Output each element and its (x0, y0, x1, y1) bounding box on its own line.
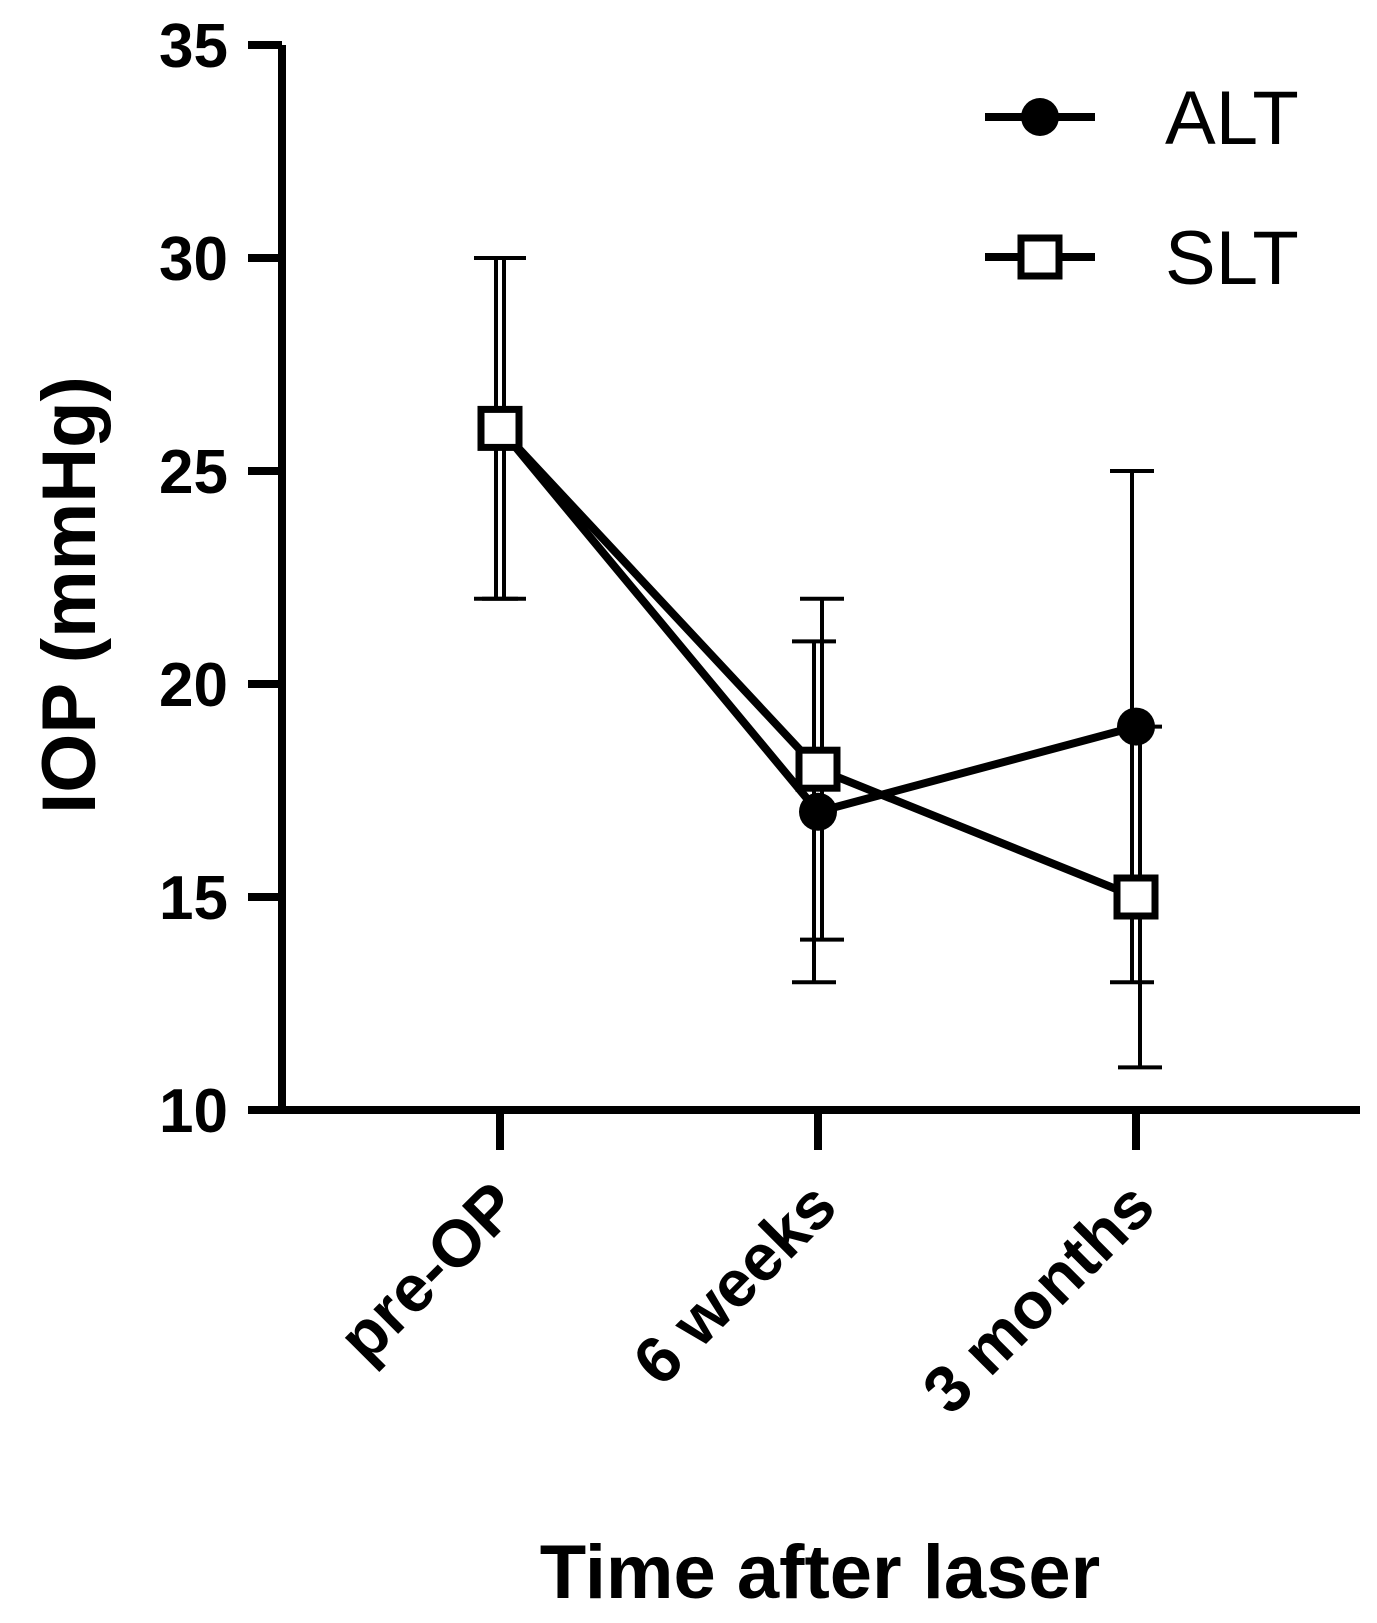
slt-data-point (1113, 874, 1159, 920)
legend-slt-label: SLT (1165, 216, 1299, 301)
y-axis-title: IOP (mmHg) (27, 376, 112, 814)
legend-slt-marker (1017, 234, 1063, 280)
alt-data-point (1117, 707, 1155, 746)
alt-data-point (799, 792, 837, 831)
legend-alt-label: ALT (1165, 76, 1299, 161)
x-axis-title: Time after laser (540, 1530, 1100, 1615)
x-tick-label: 6 weeks (619, 1168, 850, 1399)
plot-area (474, 256, 1162, 1070)
legend-alt-marker (1021, 98, 1059, 136)
y-tick-label: 30 (159, 225, 228, 294)
y-tick-label: 20 (159, 651, 228, 720)
slt-data-point (795, 746, 841, 792)
x-tick-label: pre-OP (324, 1168, 532, 1376)
slt-data-point (477, 405, 523, 451)
y-tick-label: 25 (159, 438, 228, 507)
axes (278, 45, 1360, 1114)
y-tick-label: 35 (159, 12, 228, 81)
y-tick-label: 10 (159, 1077, 228, 1146)
y-ticks: 10 15 20 25 30 35 (159, 12, 282, 1146)
legend: ALT SLT (985, 76, 1299, 301)
x-ticks: pre-OP 6 weeks 3 months (324, 1110, 1168, 1427)
x-tick-label: 3 months (908, 1168, 1168, 1428)
y-tick-label: 15 (159, 864, 228, 933)
